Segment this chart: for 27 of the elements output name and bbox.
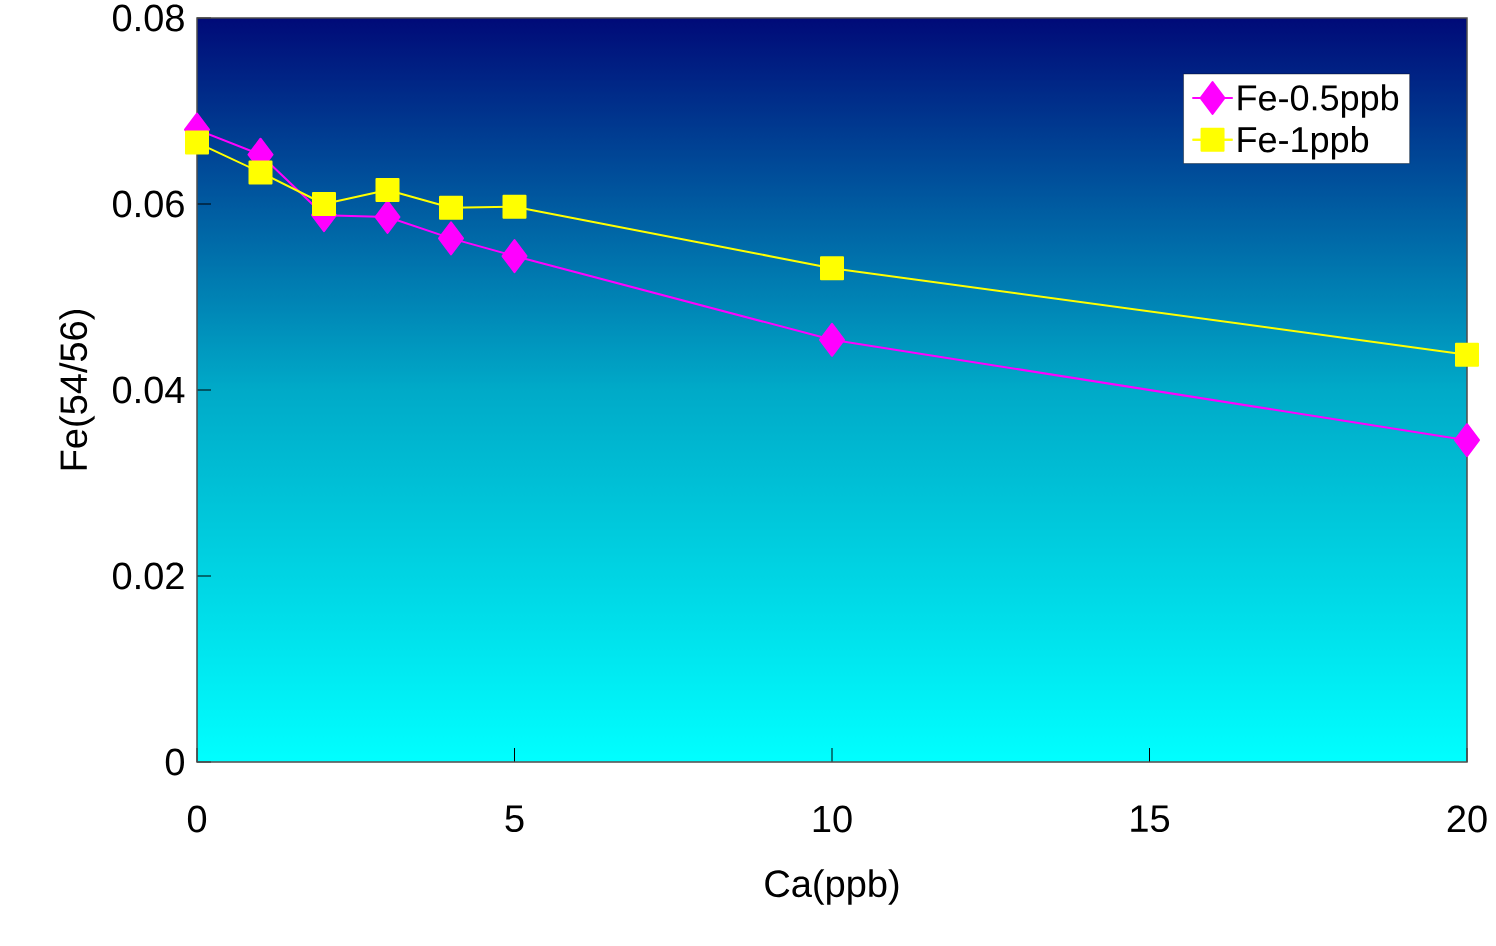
point	[501, 239, 528, 274]
y-tick-label: 0.06	[113, 190, 184, 218]
x-tick-label: 0	[187, 805, 207, 833]
legend-label: Fe-0.5ppb	[1238, 84, 1399, 118]
point	[439, 195, 464, 220]
y-axis-title: Fe(54/56)	[59, 309, 95, 470]
point	[819, 322, 845, 357]
point	[1454, 423, 1480, 458]
x-tick-label: 10	[813, 805, 852, 833]
legend-label: Fe-1ppb	[1238, 126, 1369, 160]
point	[185, 130, 209, 155]
point	[374, 200, 401, 235]
point	[248, 160, 273, 185]
point	[820, 256, 844, 281]
y-tick-label: 0	[165, 748, 184, 776]
point	[312, 192, 336, 216]
x-axis-title: Ca(ppb)	[765, 869, 899, 905]
y-tick-label: 0.08	[113, 4, 184, 32]
point	[502, 194, 527, 219]
y-tick-label: 0.04	[113, 376, 185, 404]
x-tick-label: 5	[505, 805, 524, 833]
x-tick-label: 20	[1447, 805, 1487, 833]
y-tick-label: 0.02	[113, 562, 184, 590]
point	[438, 221, 464, 256]
x-tick-label: 15	[1131, 805, 1170, 833]
point	[1455, 342, 1479, 367]
point	[375, 178, 400, 203]
